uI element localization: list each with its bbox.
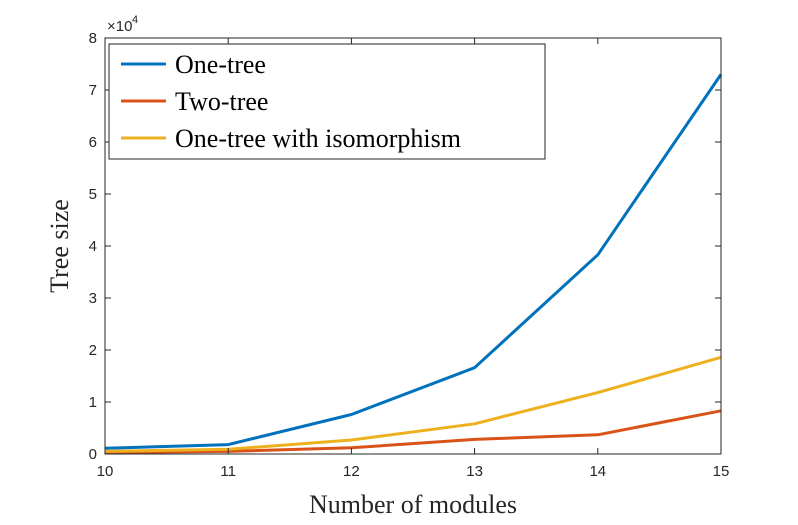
ticks-layer <box>104 37 722 455</box>
y-tick-labels: 0 1 2 3 4 5 6 7 8 <box>89 30 97 463</box>
y-tick-label: 8 <box>89 30 97 47</box>
x-tick-label: 14 <box>589 463 606 480</box>
series-line-2 <box>104 409 722 454</box>
series-line-3 <box>104 355 722 453</box>
y-tick-label: 5 <box>89 186 97 203</box>
x-tick-label: 15 <box>713 463 730 480</box>
legend: One-tree Two-tree One-tree with isomorphis… <box>108 43 546 160</box>
legend-box <box>108 43 546 160</box>
legend-label-3: One-tree with isomorphism <box>175 124 461 153</box>
y-tick-label: 3 <box>89 290 97 307</box>
y-tick-label: 2 <box>89 342 97 359</box>
y-exponent-base: ×10 <box>107 18 132 35</box>
x-tick-labels: 10 11 12 13 14 15 <box>97 463 730 480</box>
legend-label-1: One-tree <box>175 50 266 79</box>
x-axis-title: Number of modules <box>309 490 517 519</box>
y-tick-label: 0 <box>89 446 97 463</box>
x-tick-label: 11 <box>220 463 236 480</box>
series-layer <box>104 73 723 454</box>
y-tick-label: 4 <box>89 238 97 255</box>
x-tick-label: 10 <box>97 463 114 480</box>
x-tick-label: 13 <box>466 463 483 480</box>
x-tick-label: 12 <box>343 463 360 480</box>
series-line-1 <box>104 73 723 450</box>
legend-label-2: Two-tree <box>175 87 268 116</box>
y-exponent-power: 4 <box>132 14 138 26</box>
legend-items: One-tree Two-tree One-tree with isomorphis… <box>121 50 461 153</box>
y-tick-label: 7 <box>89 82 97 99</box>
y-axis-title: Tree size <box>45 199 74 293</box>
y-tick-label: 1 <box>89 394 97 411</box>
y-tick-label: 6 <box>89 134 97 151</box>
